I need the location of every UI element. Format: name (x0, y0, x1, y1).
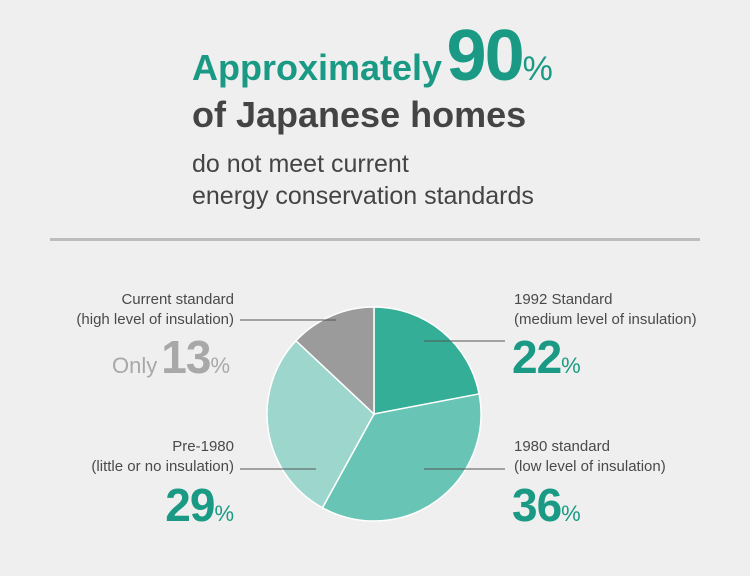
label-current-standard-sub: (high level of insulation) (76, 311, 234, 328)
label-1980-standard: 1980 standard (low level of insulation) (514, 437, 666, 477)
label-1980-sub: (low level of insulation) (514, 458, 666, 475)
headline-subject: of Japanese homes (192, 94, 527, 135)
value-current-number: 13 (161, 331, 211, 383)
label-1992-standard: 1992 Standard (medium level of insulatio… (514, 290, 697, 330)
divider (50, 238, 700, 241)
value-pre1980-number: 29 (165, 479, 215, 531)
pie-slice-pre-1980 (266, 339, 375, 509)
label-current-standard: Current standard (high level of insulati… (76, 290, 234, 330)
value-pre1980-percent: % (214, 501, 234, 526)
value-current-standard: Only13% (112, 334, 230, 380)
value-current-percent: % (210, 353, 230, 378)
headline: Approximately 90% (192, 20, 553, 92)
label-pre1980-sub: (little or no insulation) (91, 458, 234, 475)
headline-number: 90 (446, 16, 525, 96)
value-1980-standard: 36% (512, 482, 581, 528)
pie-slice-1992-standard (373, 306, 480, 415)
value-pre-1980: 29% (165, 482, 234, 528)
value-1992-number: 22 (512, 331, 562, 383)
label-1992-sub: (medium level of insulation) (514, 311, 697, 328)
headline-description: do not meet current energy conservation … (192, 148, 534, 212)
label-pre-1980: Pre-1980 (little or no insulation) (91, 437, 234, 477)
value-1992-percent: % (561, 353, 581, 378)
value-1980-percent: % (561, 501, 581, 526)
label-1992-title: 1992 Standard (514, 291, 613, 308)
label-current-standard-title: Current standard (121, 291, 234, 308)
pie-slice-current-standard (294, 306, 375, 416)
value-1980-number: 36 (512, 479, 562, 531)
only-word: Only (112, 353, 158, 378)
headline-prefix: Approximately (192, 47, 443, 88)
description-line-1: do not meet current (192, 150, 409, 178)
headline-percent: % (522, 50, 553, 88)
value-1992-standard: 22% (512, 334, 581, 380)
label-pre1980-title: Pre-1980 (172, 438, 234, 455)
label-1980-title: 1980 standard (514, 438, 610, 455)
pie-slice-1980-standard (321, 393, 482, 522)
description-line-2: energy conservation standards (192, 182, 534, 210)
